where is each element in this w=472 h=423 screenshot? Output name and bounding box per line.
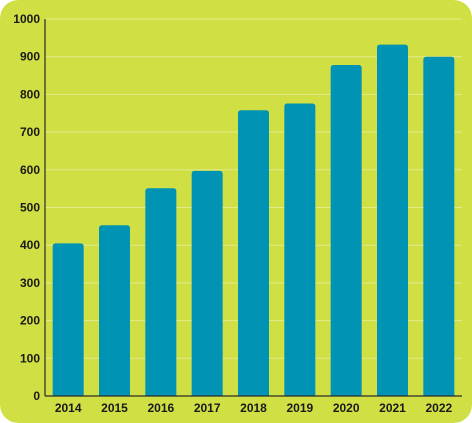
x-tick-label: 2015	[101, 401, 128, 415]
bar-2015	[99, 225, 130, 396]
bar-2016	[145, 188, 177, 396]
bar-2021	[377, 44, 408, 397]
axes	[44, 19, 462, 397]
y-tick-label: 500	[20, 201, 40, 215]
bar-2019	[284, 103, 316, 396]
y-tick-label: 200	[20, 314, 40, 328]
x-tick-label: 2022	[425, 401, 452, 415]
x-tick-labels: 2014 2015 2016 2017 2018 2019 2020 2021 2022	[55, 401, 453, 415]
y-tick-label: 600	[20, 163, 40, 177]
bar-2017	[191, 170, 223, 396]
bar-2022	[423, 56, 455, 396]
bar-2018	[238, 110, 269, 396]
bar-2014	[52, 243, 84, 396]
x-tick-label: 2019	[286, 401, 313, 415]
y-tick-label: 800	[20, 87, 40, 101]
x-tick-label: 2017	[194, 401, 221, 415]
bars	[52, 44, 455, 397]
bar-2020	[330, 64, 362, 396]
y-tick-label: 300	[20, 276, 40, 290]
x-tick-label: 2020	[333, 401, 360, 415]
x-tick-label: 2021	[379, 401, 406, 415]
y-tick-label: 900	[20, 50, 40, 64]
y-tick-label: 700	[20, 125, 40, 139]
y-tick-label: 100	[20, 351, 40, 365]
x-tick-label: 2014	[55, 401, 82, 415]
x-tick-label: 2018	[240, 401, 267, 415]
y-tick-label: 400	[20, 238, 40, 252]
y-tick-label: 1000	[13, 12, 40, 26]
y-tick-label: 0	[33, 389, 40, 403]
y-tick-labels: 0 100 200 300 400 500 600 700 800 900 1000	[13, 12, 40, 403]
x-tick-label: 2016	[147, 401, 174, 415]
